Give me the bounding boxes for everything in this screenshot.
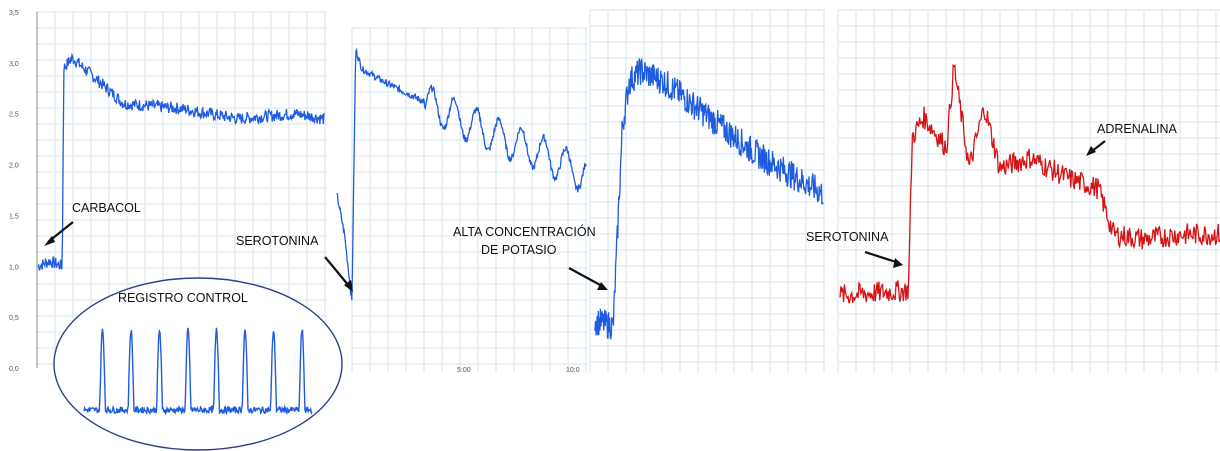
- panel1-y-tick: 0,5: [9, 315, 19, 322]
- panel1-y-tick: 0,0: [9, 366, 19, 373]
- trace-panel-1: [37, 52, 325, 271]
- panel1-y-tick: 3,0: [9, 61, 19, 68]
- trace-panel-3: [594, 57, 824, 340]
- panel1-y-tick: 2,0: [9, 163, 19, 170]
- inset-trace-line: [83, 327, 313, 416]
- arrows: [44, 140, 1106, 292]
- label-potasio-line2: DE POTASIO: [481, 243, 557, 257]
- label-serotonina-1: SEROTONINA: [236, 234, 319, 248]
- arrow-adrenalina: [1086, 140, 1106, 156]
- panel1-y-tick: 1,0: [9, 264, 19, 271]
- panel1-y-tick: 2,5: [9, 112, 19, 119]
- grid-panel-2: [351, 27, 588, 372]
- label-registro-control: REGISTRO CONTROL: [118, 291, 248, 305]
- trace-panel-4: [839, 63, 1220, 304]
- arrow-carbacol: [44, 221, 74, 246]
- arrow-potasio: [568, 267, 608, 290]
- inset-control-trace: [83, 327, 313, 416]
- label-adrenalina: ADRENALINA: [1097, 122, 1178, 136]
- panel1-y-tick-labels: 3,5 3,0 2,5 2,0 1,5 1,0 0,5 0,0: [9, 10, 19, 373]
- traces: [37, 47, 1220, 340]
- grid-lines: [36, 9, 1220, 373]
- label-potasio-line1: ALTA CONCENTRACIÓN: [453, 224, 596, 239]
- panel2-x-tick-2: 10:0: [566, 367, 580, 374]
- label-carbacol: CARBACOL: [72, 201, 141, 215]
- panel2-x-tick-1: 5:00: [457, 367, 471, 374]
- arrow-serotonina-2: [864, 250, 903, 268]
- grid-panel-4: [837, 9, 1220, 373]
- label-serotonina-2: SEROTONINA: [806, 230, 889, 244]
- grid-panel-3: [589, 9, 825, 373]
- panel1-y-tick: 3,5: [9, 10, 19, 17]
- panel1-y-tick: 1,5: [9, 213, 19, 220]
- trace-panel-2: [336, 47, 587, 301]
- arrow-serotonina-1: [324, 256, 353, 292]
